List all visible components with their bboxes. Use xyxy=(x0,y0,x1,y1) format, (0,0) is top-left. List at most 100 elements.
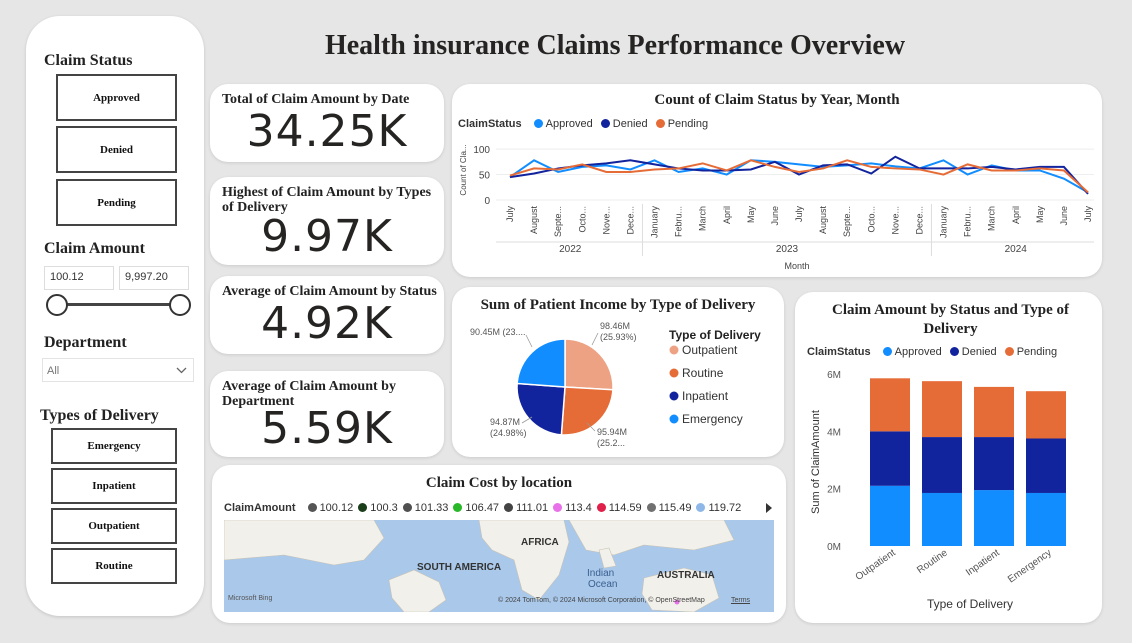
legend-swatch xyxy=(669,414,679,424)
bar-segment-approved[interactable] xyxy=(870,485,910,546)
delivery-emergency-button[interactable]: Emergency xyxy=(51,428,177,464)
bar-segment-denied[interactable] xyxy=(1026,438,1066,493)
delivery-routine-button[interactable]: Routine xyxy=(51,548,177,584)
bar-segment-pending[interactable] xyxy=(922,381,962,438)
legend-label: 100.3 xyxy=(370,502,398,514)
bar-segment-pending[interactable] xyxy=(870,378,910,432)
map-view[interactable]: AFRICA SOUTH AMERICA Indian Ocean AUSTRA… xyxy=(224,520,774,612)
data-label: 98.46M xyxy=(600,321,630,331)
x-tick-label: May xyxy=(746,206,756,224)
department-dropdown[interactable]: All xyxy=(42,358,194,382)
x-tick-label: June xyxy=(770,206,780,226)
legend-swatch xyxy=(1004,347,1014,356)
bar-segment-pending[interactable] xyxy=(974,386,1014,438)
map-data-point[interactable] xyxy=(674,599,680,605)
pie-slice-inpatient[interactable] xyxy=(516,382,566,436)
legend-label: Denied xyxy=(961,346,997,358)
kpi-title: Highest of Claim Amount by Types of Deli… xyxy=(222,185,432,215)
x-tick-label: April xyxy=(722,206,732,224)
legend-swatch xyxy=(669,368,679,378)
legend-label: Inpatient xyxy=(682,389,729,403)
x-tick-label: Octo... xyxy=(577,206,587,233)
year-label: 2023 xyxy=(776,244,799,255)
claim-status-denied-button[interactable]: Denied xyxy=(56,126,177,173)
map-label-australia: AUSTRALIA xyxy=(657,570,715,581)
leader-line xyxy=(525,334,533,348)
x-tick-label: Nove... xyxy=(890,206,900,235)
delivery-inpatient-button[interactable]: Inpatient xyxy=(51,468,177,504)
x-tick-label: August xyxy=(818,206,828,235)
legend-swatch xyxy=(600,119,610,128)
legend-label: Approved xyxy=(545,118,593,130)
series-line-denied xyxy=(509,155,1089,195)
legend-label: Routine xyxy=(682,366,724,380)
pie-slice-outpatient[interactable] xyxy=(564,338,614,391)
delivery-outpatient-button[interactable]: Outpatient xyxy=(51,508,177,544)
x-tick-label: Septe... xyxy=(842,206,852,237)
map-logo: Microsoft Bing xyxy=(228,595,273,602)
claim-amount-slider-min-handle[interactable] xyxy=(46,294,68,316)
y-tick-label: 0 xyxy=(484,196,490,207)
legend-label: 119.72 xyxy=(708,502,742,514)
x-tick-label: March xyxy=(698,206,708,231)
claim-amount-slider-max-handle[interactable] xyxy=(169,294,191,316)
data-label-pct: (25.93%) xyxy=(600,332,637,342)
bar-segment-approved[interactable] xyxy=(974,490,1014,546)
bar-segment-pending[interactable] xyxy=(1026,391,1066,439)
x-tick-label: Febru... xyxy=(963,206,973,237)
bar-segment-denied[interactable] xyxy=(922,437,962,493)
bar-segment-approved[interactable] xyxy=(922,492,962,546)
x-tick-label: August xyxy=(529,206,539,235)
stacked-bar-chart: 0M 2M 4M 6M Sum of ClaimAmount Outpatient Rout… xyxy=(810,370,1066,611)
data-label-pct: (25.2... xyxy=(597,438,625,448)
chart-title: Sum of Patient Income by Type of Deliver… xyxy=(480,297,756,313)
kpi-title: Average of Claim Amount by Department xyxy=(222,379,396,409)
filter-sidebar: Claim Status Approved Denied Pending Cla… xyxy=(26,16,204,616)
x-tick-label: July xyxy=(505,206,515,223)
chevron-down-icon xyxy=(176,367,187,374)
leader-line xyxy=(521,416,533,424)
legend-next-arrow-icon[interactable] xyxy=(766,503,772,513)
pie-chart: 98.46M(25.93%) 95.94M(25.2... 94.87M(24.98… xyxy=(470,321,761,448)
legend-label: 114.59 xyxy=(608,502,642,514)
legend-title: Type of Delivery xyxy=(669,328,761,342)
legend-swatch xyxy=(553,503,563,512)
claim-amount-max-input[interactable]: 9,997.20 xyxy=(119,266,189,290)
data-label: 90.45M (23.... xyxy=(470,327,526,337)
legend-swatch xyxy=(504,503,514,512)
line-chart-card: Count of Claim Status by Year, Month Cla… xyxy=(452,84,1102,277)
types-of-delivery-heading: Types of Delivery xyxy=(40,407,159,424)
claim-amount-slider-track[interactable] xyxy=(56,303,180,306)
kpi-value: 34.25K xyxy=(246,106,408,157)
map-label-africa: AFRICA xyxy=(521,537,559,548)
pie-slice-emergency[interactable] xyxy=(516,338,566,388)
legend-label: 111.01 xyxy=(516,502,549,514)
x-tick-label: Septe... xyxy=(553,206,563,237)
pie-slice-routine[interactable] xyxy=(560,386,614,436)
series-line-approved xyxy=(509,159,1089,194)
claim-status-approved-button[interactable]: Approved xyxy=(56,74,177,121)
legend-swatch xyxy=(646,503,656,512)
legend-swatch xyxy=(696,503,706,512)
bar-segment-denied[interactable] xyxy=(974,437,1014,491)
map-terms-link[interactable]: Terms xyxy=(731,597,751,604)
legend-label: Approved xyxy=(894,346,942,358)
bar-segment-approved[interactable] xyxy=(1026,492,1066,546)
bar-segment-denied[interactable] xyxy=(870,431,910,486)
chart-legend: ClaimStatus Approved Denied Pending xyxy=(807,346,1057,358)
y-tick-label: 50 xyxy=(479,171,491,182)
x-tick-label: April xyxy=(1011,206,1021,224)
legend-title: ClaimStatus xyxy=(807,346,871,358)
legend-label: Pending xyxy=(1016,346,1058,358)
x-tick-label: Dece... xyxy=(625,206,635,235)
legend-title: ClaimAmount xyxy=(224,502,296,514)
series-line-pending xyxy=(509,159,1089,194)
x-tick-label: Febru... xyxy=(674,206,684,237)
legend-swatch xyxy=(453,503,463,512)
claim-amount-min-input[interactable]: 100.12 xyxy=(44,266,114,290)
y-tick-label: 0M xyxy=(827,542,841,553)
data-label: 94.87M xyxy=(490,417,520,427)
x-tick-label: Emergency xyxy=(1006,547,1054,585)
claim-status-pending-button[interactable]: Pending xyxy=(56,179,177,226)
kpi-card-highest-claim-amount: Highest of Claim Amount by Types of Deli… xyxy=(210,177,444,265)
